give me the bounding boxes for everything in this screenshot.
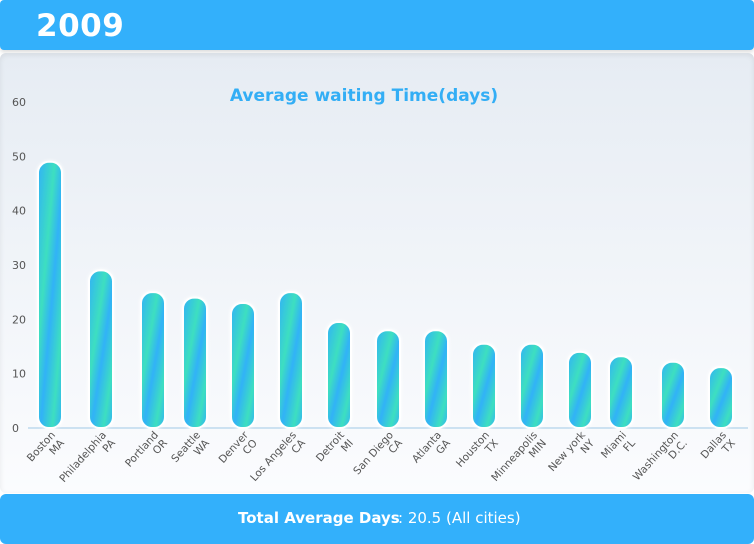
x-tick-label: WashingtonD.C. [631,429,690,491]
svg-text:PhiladelphiaPA: PhiladelphiaPA [57,429,118,493]
x-tick-label: DetroitMI [314,429,356,472]
x-tick-label: DallasTX [699,429,738,469]
svg-text:DallasTX: DallasTX [699,429,738,469]
city-label: San Diego [351,429,396,477]
svg-text:DetroitMI: DetroitMI [314,429,356,472]
svg-text:PortlandOR: PortlandOR [123,429,170,477]
svg-text:AtlantaGA: AtlantaGA [410,429,454,474]
x-tick-label: AtlantaGA [410,429,454,474]
x-tick-label: MinneapolisMIN [489,429,549,492]
x-tick-label: SeattleWA [169,429,212,473]
bar [423,329,449,430]
bar [567,350,593,429]
year-header: 2009 [0,0,754,50]
bar [519,342,545,429]
y-tick-label: 50 [12,150,26,163]
bar [608,355,634,429]
y-tick-label: 60 [12,96,26,109]
svg-text:San DiegoCA: San DiegoCA [351,429,405,486]
bar [182,296,208,429]
chart-title: Average waiting Time(days) [230,86,498,106]
city-label: Philadelphia [57,429,109,485]
svg-text:New yorkNY: New yorkNY [546,429,597,482]
footer-label: Total Average Days [238,509,400,527]
bar [140,291,166,429]
x-tick-label: San DiegoCA [351,429,405,486]
x-tick-label: BostonMA [25,429,68,473]
y-axis: 0 10 20 30 40 50 60 [12,96,26,435]
y-tick-label: 0 [12,422,19,435]
city-label: Los Angeles [248,429,299,484]
bar [37,160,63,429]
x-tick-label: PhiladelphiaPA [57,429,118,493]
y-tick-label: 20 [12,313,26,326]
svg-text:BostonMA: BostonMA [25,429,68,473]
svg-text:DenverCO: DenverCO [217,429,261,474]
bar [471,342,497,429]
year-title: 2009 [36,8,125,44]
bar [708,366,734,429]
bar [326,321,352,429]
y-tick-label: 10 [12,368,26,381]
svg-text:SeattleWA: SeattleWA [169,429,212,473]
bar [660,360,686,430]
x-tick-label: DenverCO [217,429,261,474]
footer-value: : 20.5 (All cities) [398,509,521,527]
bar [230,302,256,429]
x-tick-label: Los AngelesCA [248,429,308,492]
y-tick-label: 40 [12,205,26,218]
x-tick-label: MiamiFL [599,429,638,469]
bar [375,329,401,430]
svg-text:MinneapolisMIN: MinneapolisMIN [489,429,549,492]
svg-text:WashingtonD.C.: WashingtonD.C. [631,429,690,491]
x-tick-label: New yorkNY [546,429,597,482]
bar [88,269,114,429]
x-tick-label: PortlandOR [123,429,170,477]
svg-text:Los AngelesCA: Los AngelesCA [248,429,308,492]
bars [37,160,734,430]
y-tick-label: 30 [12,259,26,272]
svg-text:MiamiFL: MiamiFL [599,429,638,469]
bar [278,291,304,429]
footer-bar: Total Average Days : 20.5 (All cities) [0,494,754,544]
